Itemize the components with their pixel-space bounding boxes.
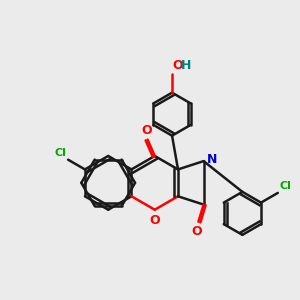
- Text: H: H: [180, 59, 191, 72]
- Text: O: O: [149, 214, 160, 227]
- Text: Cl: Cl: [55, 148, 67, 158]
- Text: O: O: [192, 225, 202, 238]
- Text: O: O: [172, 59, 183, 72]
- Text: Cl: Cl: [279, 182, 291, 191]
- Text: O: O: [142, 124, 152, 136]
- Text: N: N: [207, 153, 218, 166]
